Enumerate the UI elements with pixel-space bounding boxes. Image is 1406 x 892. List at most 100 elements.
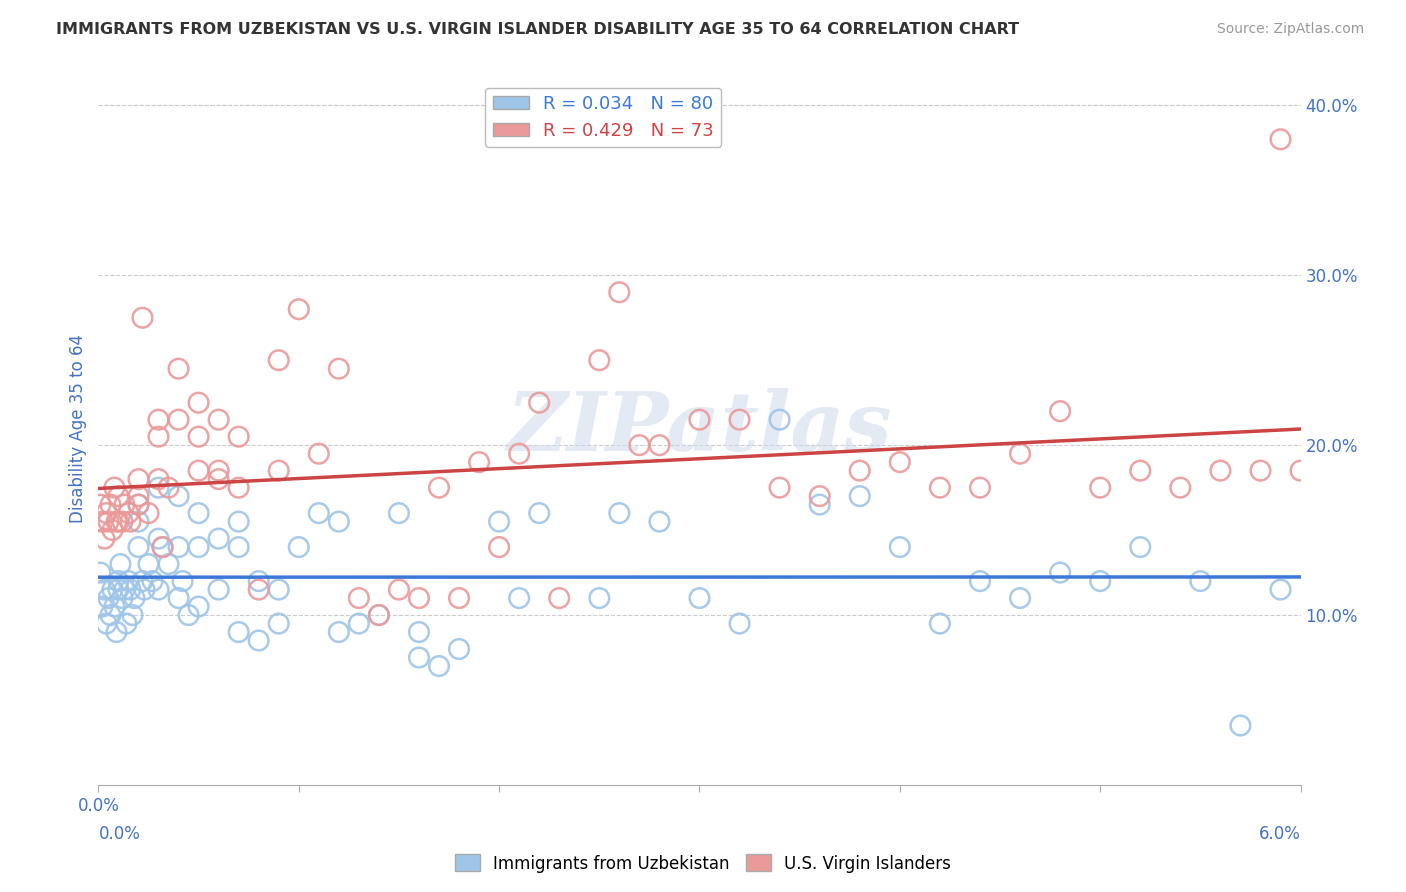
Point bbox=[115, 616, 138, 631]
Point bbox=[1049, 404, 1071, 418]
Point bbox=[100, 498, 122, 512]
Point bbox=[508, 591, 530, 605]
Point bbox=[228, 515, 250, 529]
Point bbox=[267, 464, 290, 478]
Point bbox=[228, 540, 250, 554]
Point bbox=[103, 481, 125, 495]
Point bbox=[388, 582, 411, 597]
Point bbox=[529, 395, 551, 409]
Point bbox=[167, 361, 190, 376]
Point bbox=[849, 464, 872, 478]
Point bbox=[208, 532, 231, 546]
Point bbox=[117, 574, 139, 588]
Point bbox=[131, 574, 153, 588]
Point bbox=[1090, 574, 1112, 588]
Point bbox=[267, 582, 290, 597]
Point bbox=[889, 455, 911, 469]
Point bbox=[1209, 464, 1232, 478]
Point bbox=[588, 591, 610, 605]
Point bbox=[128, 489, 150, 503]
Point bbox=[148, 532, 170, 546]
Point bbox=[148, 481, 170, 495]
Point bbox=[114, 498, 136, 512]
Point bbox=[93, 582, 115, 597]
Point bbox=[1229, 718, 1251, 732]
Point bbox=[689, 412, 711, 426]
Point bbox=[488, 540, 510, 554]
Point bbox=[97, 515, 120, 529]
Point bbox=[1090, 481, 1112, 495]
Point bbox=[138, 506, 160, 520]
Point bbox=[148, 472, 170, 486]
Point bbox=[408, 591, 430, 605]
Point bbox=[208, 412, 231, 426]
Point bbox=[588, 353, 610, 368]
Point bbox=[91, 599, 114, 614]
Point bbox=[609, 506, 631, 520]
Point bbox=[889, 540, 911, 554]
Point bbox=[128, 498, 150, 512]
Point bbox=[187, 540, 209, 554]
Point bbox=[267, 353, 290, 368]
Point bbox=[128, 498, 150, 512]
Point bbox=[548, 591, 571, 605]
Point bbox=[114, 582, 136, 597]
Point bbox=[347, 591, 370, 605]
Point bbox=[609, 285, 631, 300]
Point bbox=[105, 625, 128, 640]
Point bbox=[96, 506, 118, 520]
Point bbox=[1189, 574, 1212, 588]
Point bbox=[648, 515, 671, 529]
Point bbox=[1010, 591, 1032, 605]
Point bbox=[247, 582, 270, 597]
Point bbox=[187, 599, 209, 614]
Point bbox=[105, 515, 128, 529]
Point bbox=[769, 481, 792, 495]
Point bbox=[488, 515, 510, 529]
Point bbox=[111, 515, 134, 529]
Text: Source: ZipAtlas.com: Source: ZipAtlas.com bbox=[1216, 22, 1364, 37]
Point bbox=[288, 540, 311, 554]
Point bbox=[89, 498, 111, 512]
Point bbox=[247, 574, 270, 588]
Point bbox=[148, 412, 170, 426]
Point bbox=[187, 506, 209, 520]
Point bbox=[1129, 540, 1152, 554]
Point bbox=[187, 395, 209, 409]
Point bbox=[267, 616, 290, 631]
Point bbox=[138, 557, 160, 571]
Point bbox=[1270, 582, 1292, 597]
Legend: R = 0.034   N = 80, R = 0.429   N = 73: R = 0.034 N = 80, R = 0.429 N = 73 bbox=[485, 87, 721, 147]
Point bbox=[148, 430, 170, 444]
Point bbox=[689, 591, 711, 605]
Point bbox=[121, 608, 143, 623]
Point bbox=[152, 540, 174, 554]
Point bbox=[141, 574, 163, 588]
Point bbox=[1170, 481, 1192, 495]
Text: 6.0%: 6.0% bbox=[1258, 825, 1301, 843]
Point bbox=[167, 591, 190, 605]
Point bbox=[969, 481, 991, 495]
Point bbox=[1270, 132, 1292, 146]
Point bbox=[529, 506, 551, 520]
Point bbox=[328, 625, 350, 640]
Point bbox=[177, 608, 200, 623]
Point bbox=[110, 557, 132, 571]
Point bbox=[131, 310, 153, 325]
Point bbox=[111, 591, 134, 605]
Point bbox=[187, 430, 209, 444]
Point bbox=[208, 582, 231, 597]
Point bbox=[849, 489, 872, 503]
Point bbox=[157, 557, 180, 571]
Point bbox=[148, 582, 170, 597]
Point bbox=[808, 498, 831, 512]
Point bbox=[124, 591, 146, 605]
Point bbox=[157, 481, 180, 495]
Text: 0.0%: 0.0% bbox=[98, 825, 141, 843]
Point bbox=[96, 616, 118, 631]
Point bbox=[388, 506, 411, 520]
Point bbox=[368, 608, 391, 623]
Point bbox=[107, 489, 129, 503]
Point bbox=[103, 599, 125, 614]
Point bbox=[208, 472, 231, 486]
